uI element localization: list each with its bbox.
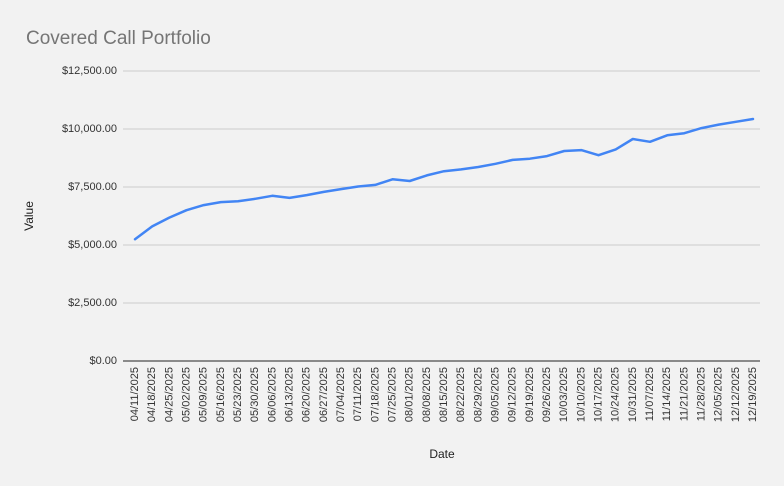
y-axis-title: Value bbox=[22, 201, 36, 231]
x-tick-label: 04/25/2025 bbox=[163, 367, 175, 422]
x-tick-label: 06/20/2025 bbox=[301, 367, 313, 422]
x-tick-label: 07/11/2025 bbox=[352, 367, 364, 421]
x-tick-label: 04/11/2025 bbox=[129, 367, 141, 421]
x-tick-label: 05/09/2025 bbox=[198, 367, 210, 422]
x-tick-label: 10/10/2025 bbox=[575, 367, 587, 422]
series-value-line bbox=[133, 117, 755, 241]
x-tick-label: 06/27/2025 bbox=[318, 367, 330, 422]
x-tick-label: 08/22/2025 bbox=[455, 367, 467, 422]
x-tick-label: 05/30/2025 bbox=[249, 367, 261, 422]
y-tick-label: $10,000.00 bbox=[62, 123, 117, 135]
x-tick-label: 10/17/2025 bbox=[593, 367, 605, 422]
x-tick-label: 10/03/2025 bbox=[558, 367, 570, 422]
x-tick-label: 06/13/2025 bbox=[284, 367, 296, 422]
x-tick-label: 10/31/2025 bbox=[627, 367, 639, 422]
y-axis-labels: $0.00 $2,500.00 $5,000.00 $7,500.00 $10,000.… bbox=[62, 65, 117, 367]
x-tick-label: 05/16/2025 bbox=[215, 367, 227, 422]
x-tick-label: 12/05/2025 bbox=[713, 367, 725, 422]
x-tick-label: 05/02/2025 bbox=[181, 367, 193, 422]
x-tick-label: 07/18/2025 bbox=[369, 367, 381, 422]
series-line bbox=[133, 117, 755, 241]
y-tick-label: $0.00 bbox=[89, 355, 117, 367]
y-tick-label: $7,500.00 bbox=[68, 181, 117, 193]
x-tick-label: 08/08/2025 bbox=[421, 367, 433, 422]
x-tick-label: 05/23/2025 bbox=[232, 367, 244, 422]
x-tick-label: 07/25/2025 bbox=[387, 367, 399, 422]
x-axis-title: Date bbox=[429, 447, 455, 461]
x-axis-labels: 04/11/2025 04/18/2025 04/25/2025 05/02/2025… bbox=[129, 367, 759, 422]
y-tick-label: $12,500.00 bbox=[62, 65, 117, 77]
x-tick-label: 09/12/2025 bbox=[507, 367, 519, 422]
x-tick-label: 07/04/2025 bbox=[335, 367, 347, 422]
x-tick-label: 12/12/2025 bbox=[730, 367, 742, 422]
x-tick-label: 08/01/2025 bbox=[404, 367, 416, 422]
x-tick-label: 09/26/2025 bbox=[541, 367, 553, 422]
x-tick-label: 04/18/2025 bbox=[146, 367, 158, 422]
x-tick-label: 08/29/2025 bbox=[472, 367, 484, 422]
x-tick-label: 06/06/2025 bbox=[266, 367, 278, 422]
x-tick-label: 11/07/2025 bbox=[644, 367, 656, 421]
x-tick-label: 09/19/2025 bbox=[524, 367, 536, 422]
x-tick-label: 08/15/2025 bbox=[438, 367, 450, 422]
x-tick-label: 11/14/2025 bbox=[661, 367, 673, 421]
chart-title: Covered Call Portfolio bbox=[26, 28, 211, 49]
y-tick-label: $5,000.00 bbox=[68, 239, 117, 251]
x-tick-label: 11/28/2025 bbox=[696, 367, 708, 421]
x-tick-label: 09/05/2025 bbox=[490, 367, 502, 422]
x-tick-label: 11/21/2025 bbox=[678, 367, 690, 421]
x-tick-label: 10/24/2025 bbox=[610, 367, 622, 422]
y-tick-label: $2,500.00 bbox=[68, 297, 117, 309]
x-tick-label: 12/19/2025 bbox=[747, 367, 759, 422]
gridlines bbox=[123, 70, 760, 304]
